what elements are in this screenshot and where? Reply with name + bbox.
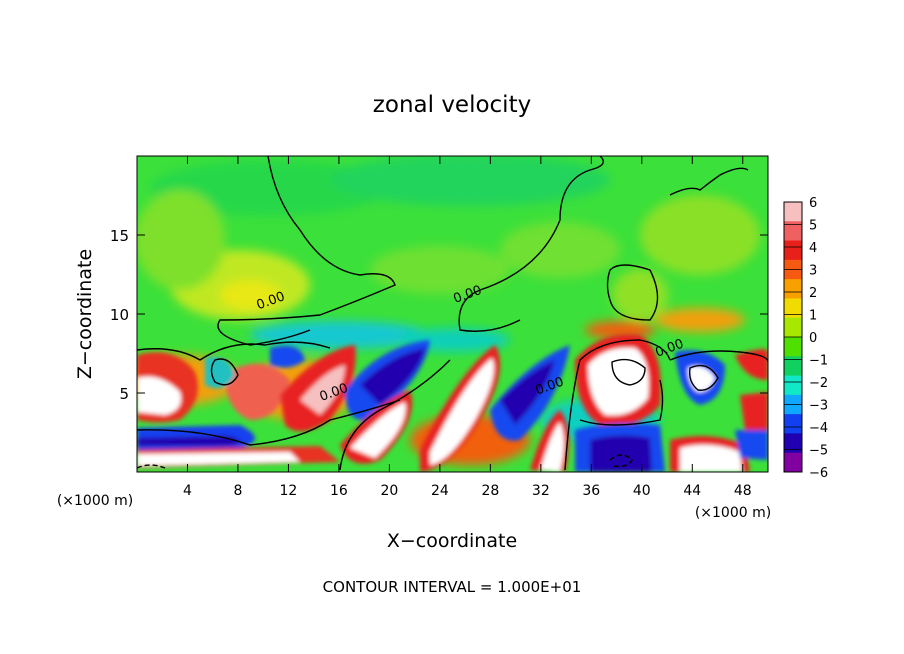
colorbar-tick-label: −3 xyxy=(809,399,828,414)
x-unit-left: (×1000 m) xyxy=(57,493,133,509)
colorbar-swatch xyxy=(784,433,802,454)
chart-title: zonal velocity xyxy=(373,92,531,118)
x-tick-label: 24 xyxy=(431,483,449,499)
colorbar-tick-label: 2 xyxy=(809,286,817,301)
colorbar-tick-label: 1 xyxy=(809,309,817,324)
colorbar-swatch xyxy=(784,317,802,338)
x-tick-label: 32 xyxy=(532,483,550,499)
x-tick-label: 20 xyxy=(380,483,398,499)
colorbar-swatch xyxy=(784,298,802,319)
colorbar-tick-label: −2 xyxy=(809,376,828,391)
y-tick-label: 5 xyxy=(119,385,129,403)
colorbar-swatch xyxy=(784,221,802,242)
colorbar-swatch xyxy=(784,375,802,396)
colorbar-tick-label: 3 xyxy=(809,264,817,279)
x-tick-label: 16 xyxy=(330,483,348,499)
x-tick-label: 28 xyxy=(481,483,499,499)
x-tick-label: 8 xyxy=(233,483,242,499)
colorbar-tick-label: −1 xyxy=(809,354,828,369)
x-tick-label: 36 xyxy=(582,483,600,499)
colorbar-swatch xyxy=(784,452,802,473)
colorbar-tick-label: 6 xyxy=(809,196,817,211)
x-tick-label: 48 xyxy=(734,483,752,499)
colorbar-tick-label: 4 xyxy=(809,241,817,256)
velocity-field xyxy=(137,156,768,472)
x-tick-label: 4 xyxy=(183,483,192,499)
y-axis-ticks: 5 10 15 xyxy=(110,227,768,403)
x-tick-label: 44 xyxy=(683,483,701,499)
colorbar-tick-label: −4 xyxy=(809,421,828,436)
x-unit-right: (×1000 m) xyxy=(695,505,771,521)
colorbar: 6 5 4 3 2 1 0 −1 −2 −3 −4 −5 −6 xyxy=(783,196,828,481)
colorbar-tick-label: 5 xyxy=(809,219,817,234)
colorbar-tick-label: −5 xyxy=(809,444,828,459)
x-tick-label: 40 xyxy=(633,483,651,499)
x-tick-label: 12 xyxy=(280,483,298,499)
colorbar-swatch xyxy=(784,414,802,434)
colorbar-swatch xyxy=(784,279,802,299)
colorbar-swatch xyxy=(784,337,802,357)
x-axis-label: X−coordinate xyxy=(387,530,517,552)
colorbar-swatch xyxy=(784,202,802,222)
contour-interval-note: CONTOUR INTERVAL = 1.000E+01 xyxy=(323,578,582,596)
x-axis-ticks: 4 8 12 16 20 24 28 32 36 40 44 48 xyxy=(183,156,752,499)
y-tick-label: 10 xyxy=(110,306,129,324)
y-axis-label: Z−coordinate xyxy=(74,249,96,379)
colorbar-swatch xyxy=(784,356,802,377)
contour-labels: 0.00 0.000.00 0.000.00 xyxy=(255,283,686,405)
colorbar-swatch xyxy=(784,240,802,261)
colorbar-tick-label: 0 xyxy=(809,331,817,346)
colorbar-tick-label: −6 xyxy=(809,466,828,481)
y-tick-label: 15 xyxy=(110,227,129,245)
